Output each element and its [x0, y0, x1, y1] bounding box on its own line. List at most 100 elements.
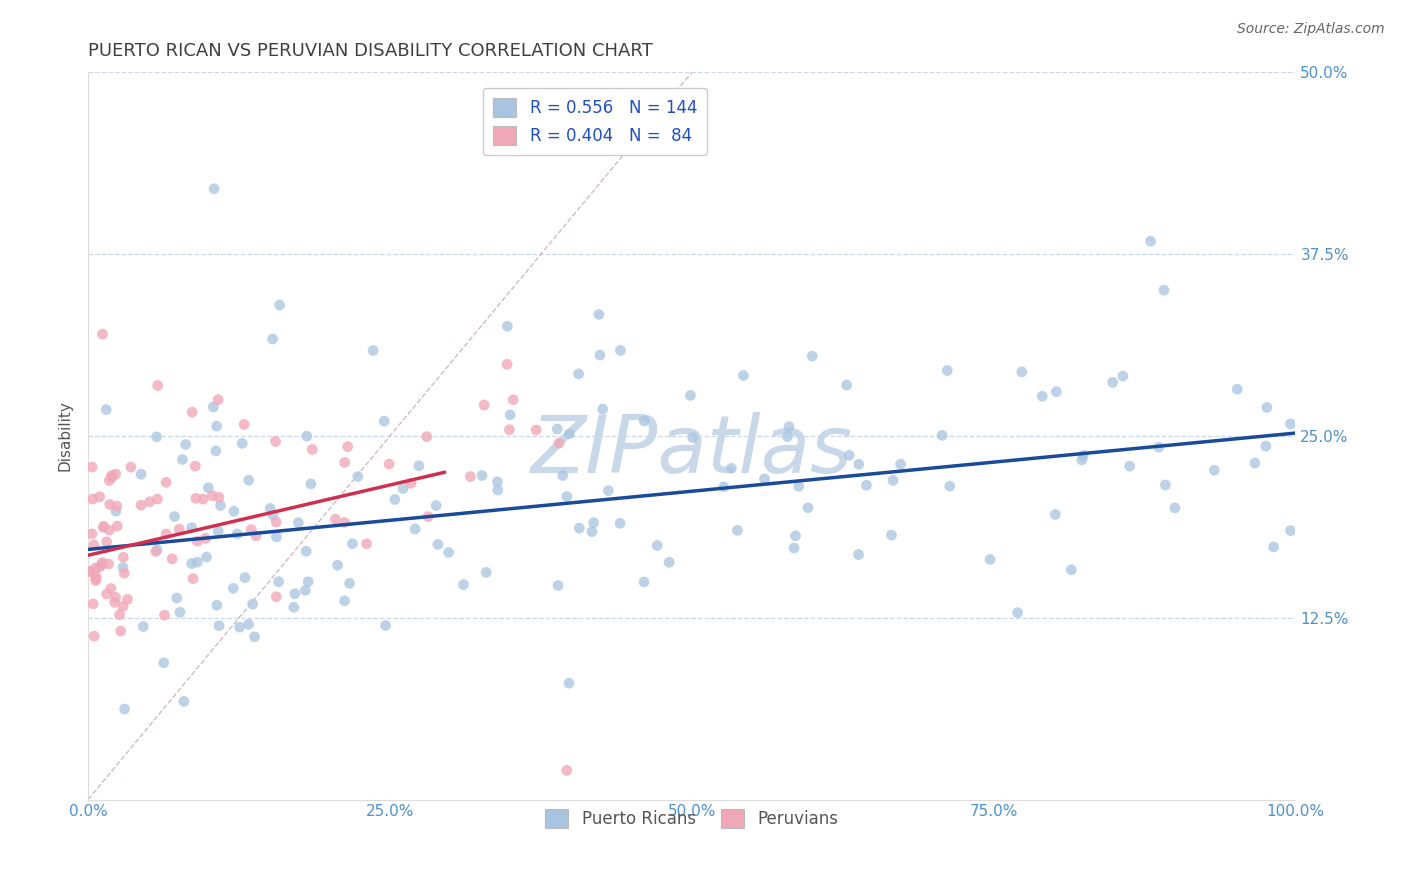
Point [633, 414, 655, 428]
Point [797, 500, 820, 515]
Point [101, 470, 124, 484]
Point [201, 489, 224, 503]
Point [104, 591, 127, 605]
Point [266, 530, 288, 544]
Point [598, 483, 620, 498]
Point [1101, 376, 1123, 390]
Point [733, 368, 755, 383]
Point [226, 527, 249, 541]
Point [301, 442, 323, 457]
Point [1060, 563, 1083, 577]
Point [202, 400, 225, 414]
Point [80, 526, 103, 541]
Point [146, 542, 169, 557]
Point [195, 550, 218, 565]
Point [129, 467, 152, 482]
Point [112, 560, 135, 574]
Point [547, 578, 569, 592]
Point [938, 479, 960, 493]
Point [633, 574, 655, 589]
Point [84, 572, 107, 586]
Point [120, 460, 142, 475]
Point [79, 564, 101, 578]
Point [548, 436, 571, 450]
Point [342, 537, 364, 551]
Point [98, 523, 121, 537]
Point [132, 619, 155, 633]
Point [486, 475, 509, 489]
Point [114, 702, 136, 716]
Point [524, 423, 547, 437]
Point [336, 440, 359, 454]
Text: ZIPatlas: ZIPatlas [530, 411, 853, 490]
Point [181, 572, 204, 586]
Point [588, 307, 610, 321]
Point [979, 552, 1001, 566]
Point [437, 545, 460, 559]
Point [384, 492, 406, 507]
Point [1164, 500, 1187, 515]
Point [146, 491, 169, 506]
Point [404, 522, 426, 536]
Point [181, 405, 204, 419]
Point [98, 498, 121, 512]
Point [295, 544, 318, 558]
Point [855, 478, 877, 492]
Point [284, 587, 307, 601]
Point [145, 544, 167, 558]
Point [205, 444, 228, 458]
Y-axis label: Disability: Disability [58, 401, 72, 471]
Point [96, 587, 118, 601]
Point [1031, 389, 1053, 403]
Point [222, 504, 245, 518]
Point [173, 694, 195, 708]
Point [98, 474, 121, 488]
Point [105, 499, 128, 513]
Point [233, 570, 256, 584]
Point [1071, 449, 1094, 463]
Point [568, 521, 591, 535]
Point [1070, 453, 1092, 467]
Point [356, 537, 378, 551]
Point [91, 327, 114, 342]
Point [166, 591, 188, 605]
Point [472, 398, 495, 412]
Point [112, 566, 135, 581]
Point [658, 555, 681, 569]
Point [374, 618, 396, 632]
Point [205, 599, 228, 613]
Point [425, 499, 447, 513]
Point [84, 570, 107, 584]
Point [835, 378, 858, 392]
Point [555, 490, 578, 504]
Point [558, 426, 581, 441]
Point [287, 516, 309, 530]
Point [89, 560, 111, 574]
Point [163, 509, 186, 524]
Point [551, 468, 574, 483]
Point [294, 583, 316, 598]
Point [111, 599, 134, 614]
Point [96, 534, 118, 549]
Point [399, 476, 422, 491]
Point [936, 363, 959, 377]
Point [207, 392, 229, 407]
Point [208, 618, 231, 632]
Point [264, 515, 287, 529]
Point [754, 472, 776, 486]
Point [498, 423, 520, 437]
Point [568, 367, 591, 381]
Point [108, 607, 131, 622]
Point [238, 473, 260, 487]
Point [645, 539, 668, 553]
Point [1112, 369, 1135, 384]
Point [546, 422, 568, 436]
Point [80, 460, 103, 475]
Point [555, 764, 578, 778]
Point [1007, 606, 1029, 620]
Point [486, 483, 509, 497]
Point [346, 469, 368, 483]
Point [426, 537, 449, 551]
Point [333, 516, 356, 530]
Point [167, 522, 190, 536]
